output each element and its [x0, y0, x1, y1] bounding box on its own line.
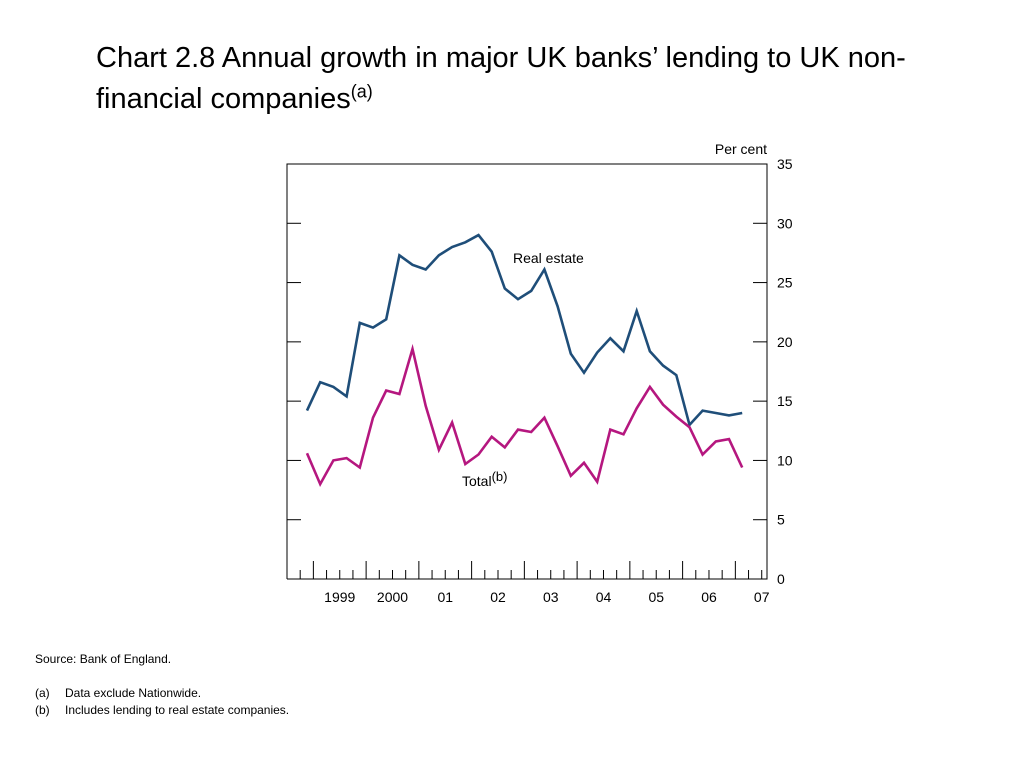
- y-tick-label: 15: [777, 393, 793, 409]
- x-tick-label: 05: [648, 589, 664, 605]
- footnote-a-mark: (a): [35, 686, 50, 700]
- y-tick-label: 30: [777, 215, 793, 231]
- y-axis-unit-label: Per cent: [715, 141, 767, 157]
- source-note: Source: Bank of England.: [35, 652, 172, 666]
- x-tick-label: 07: [754, 589, 770, 605]
- x-tick-label: 06: [701, 589, 717, 605]
- series-line-total: [305, 343, 744, 488]
- series-line-real-estate: [305, 233, 743, 428]
- y-tick-label: 5: [777, 512, 785, 528]
- chart-title-footnote-mark: (a): [350, 81, 373, 102]
- footnote-b: (b) Includes lending to real estate comp…: [35, 702, 289, 719]
- y-tick-label: 35: [777, 156, 793, 172]
- series-label: Real estate: [513, 250, 584, 266]
- plot-frame: [286, 163, 768, 580]
- x-tick-label: 2000: [377, 589, 408, 605]
- x-tick-label: 01: [437, 589, 453, 605]
- footnote-a: (a) Data exclude Nationwide.: [35, 685, 289, 702]
- footnote-b-mark: (b): [35, 703, 50, 717]
- footnote-a-text: Data exclude Nationwide.: [65, 686, 202, 700]
- y-tick-label: 25: [777, 275, 793, 291]
- y-tick-label: 20: [777, 334, 793, 350]
- series-label: Total(b): [462, 469, 507, 489]
- x-tick-label: 04: [596, 589, 612, 605]
- y-tick-label: 0: [777, 571, 785, 587]
- chart-title: Chart 2.8 Annual growth in major UK bank…: [96, 38, 996, 120]
- y-tick-label: 10: [777, 452, 793, 468]
- x-tick-label: 03: [543, 589, 559, 605]
- x-tick-label: 1999: [324, 589, 355, 605]
- footnote-b-text: Includes lending to real estate companie…: [65, 703, 290, 717]
- footnotes: (a) Data exclude Nationwide. (b) Include…: [35, 685, 289, 719]
- x-tick-label: 02: [490, 589, 506, 605]
- chart-title-text: Chart 2.8 Annual growth in major UK bank…: [96, 42, 906, 115]
- series-label-footnote-mark: (b): [492, 469, 508, 484]
